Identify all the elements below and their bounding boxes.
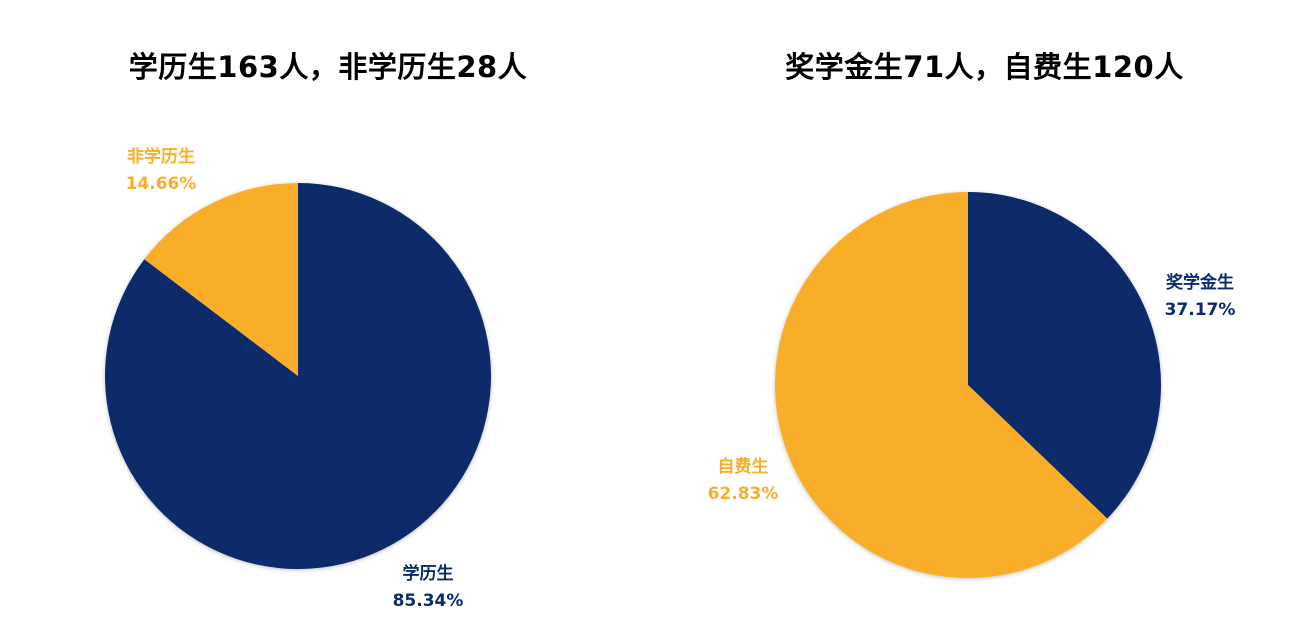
pie-slice: [968, 192, 1161, 519]
slice-label-name: 非学历生: [127, 146, 195, 167]
slice-label: 学历生 85.34%: [393, 563, 464, 611]
pie-slice: [774, 192, 1108, 578]
chart-student-type: 学历生163人，非学历生28人 学历生 85.34% 非学历生 14.66%: [0, 0, 656, 640]
slice-label: 奖学金生 37.17%: [1165, 272, 1236, 320]
pie-chart: 奖学金生 37.17% 自费生 62.83%: [708, 192, 1236, 578]
pie-slices: [774, 192, 1161, 578]
slice-label-percent: 62.83%: [708, 484, 779, 504]
slice-label-name: 学历生: [403, 563, 454, 584]
pie-chart: 学历生 85.34% 非学历生 14.66%: [104, 146, 491, 611]
slice-label-percent: 37.17%: [1165, 300, 1236, 320]
chart-funding-type: 奖学金生71人，自费生120人 奖学金生 37.17% 自费生 62.83%: [656, 0, 1313, 640]
slice-label: 非学历生 14.66%: [126, 146, 197, 194]
chart-title: 学历生163人，非学历生28人: [128, 50, 528, 84]
chart-title: 奖学金生71人，自费生120人: [785, 50, 1184, 84]
slice-label-percent: 14.66%: [126, 174, 197, 194]
slice-label: 自费生 62.83%: [708, 456, 779, 504]
pie-slice: [144, 183, 298, 376]
slice-label-name: 奖学金生: [1166, 272, 1234, 293]
slice-label-percent: 85.34%: [393, 591, 464, 611]
slice-label-name: 自费生: [718, 456, 769, 477]
pie-slices: [104, 183, 491, 569]
